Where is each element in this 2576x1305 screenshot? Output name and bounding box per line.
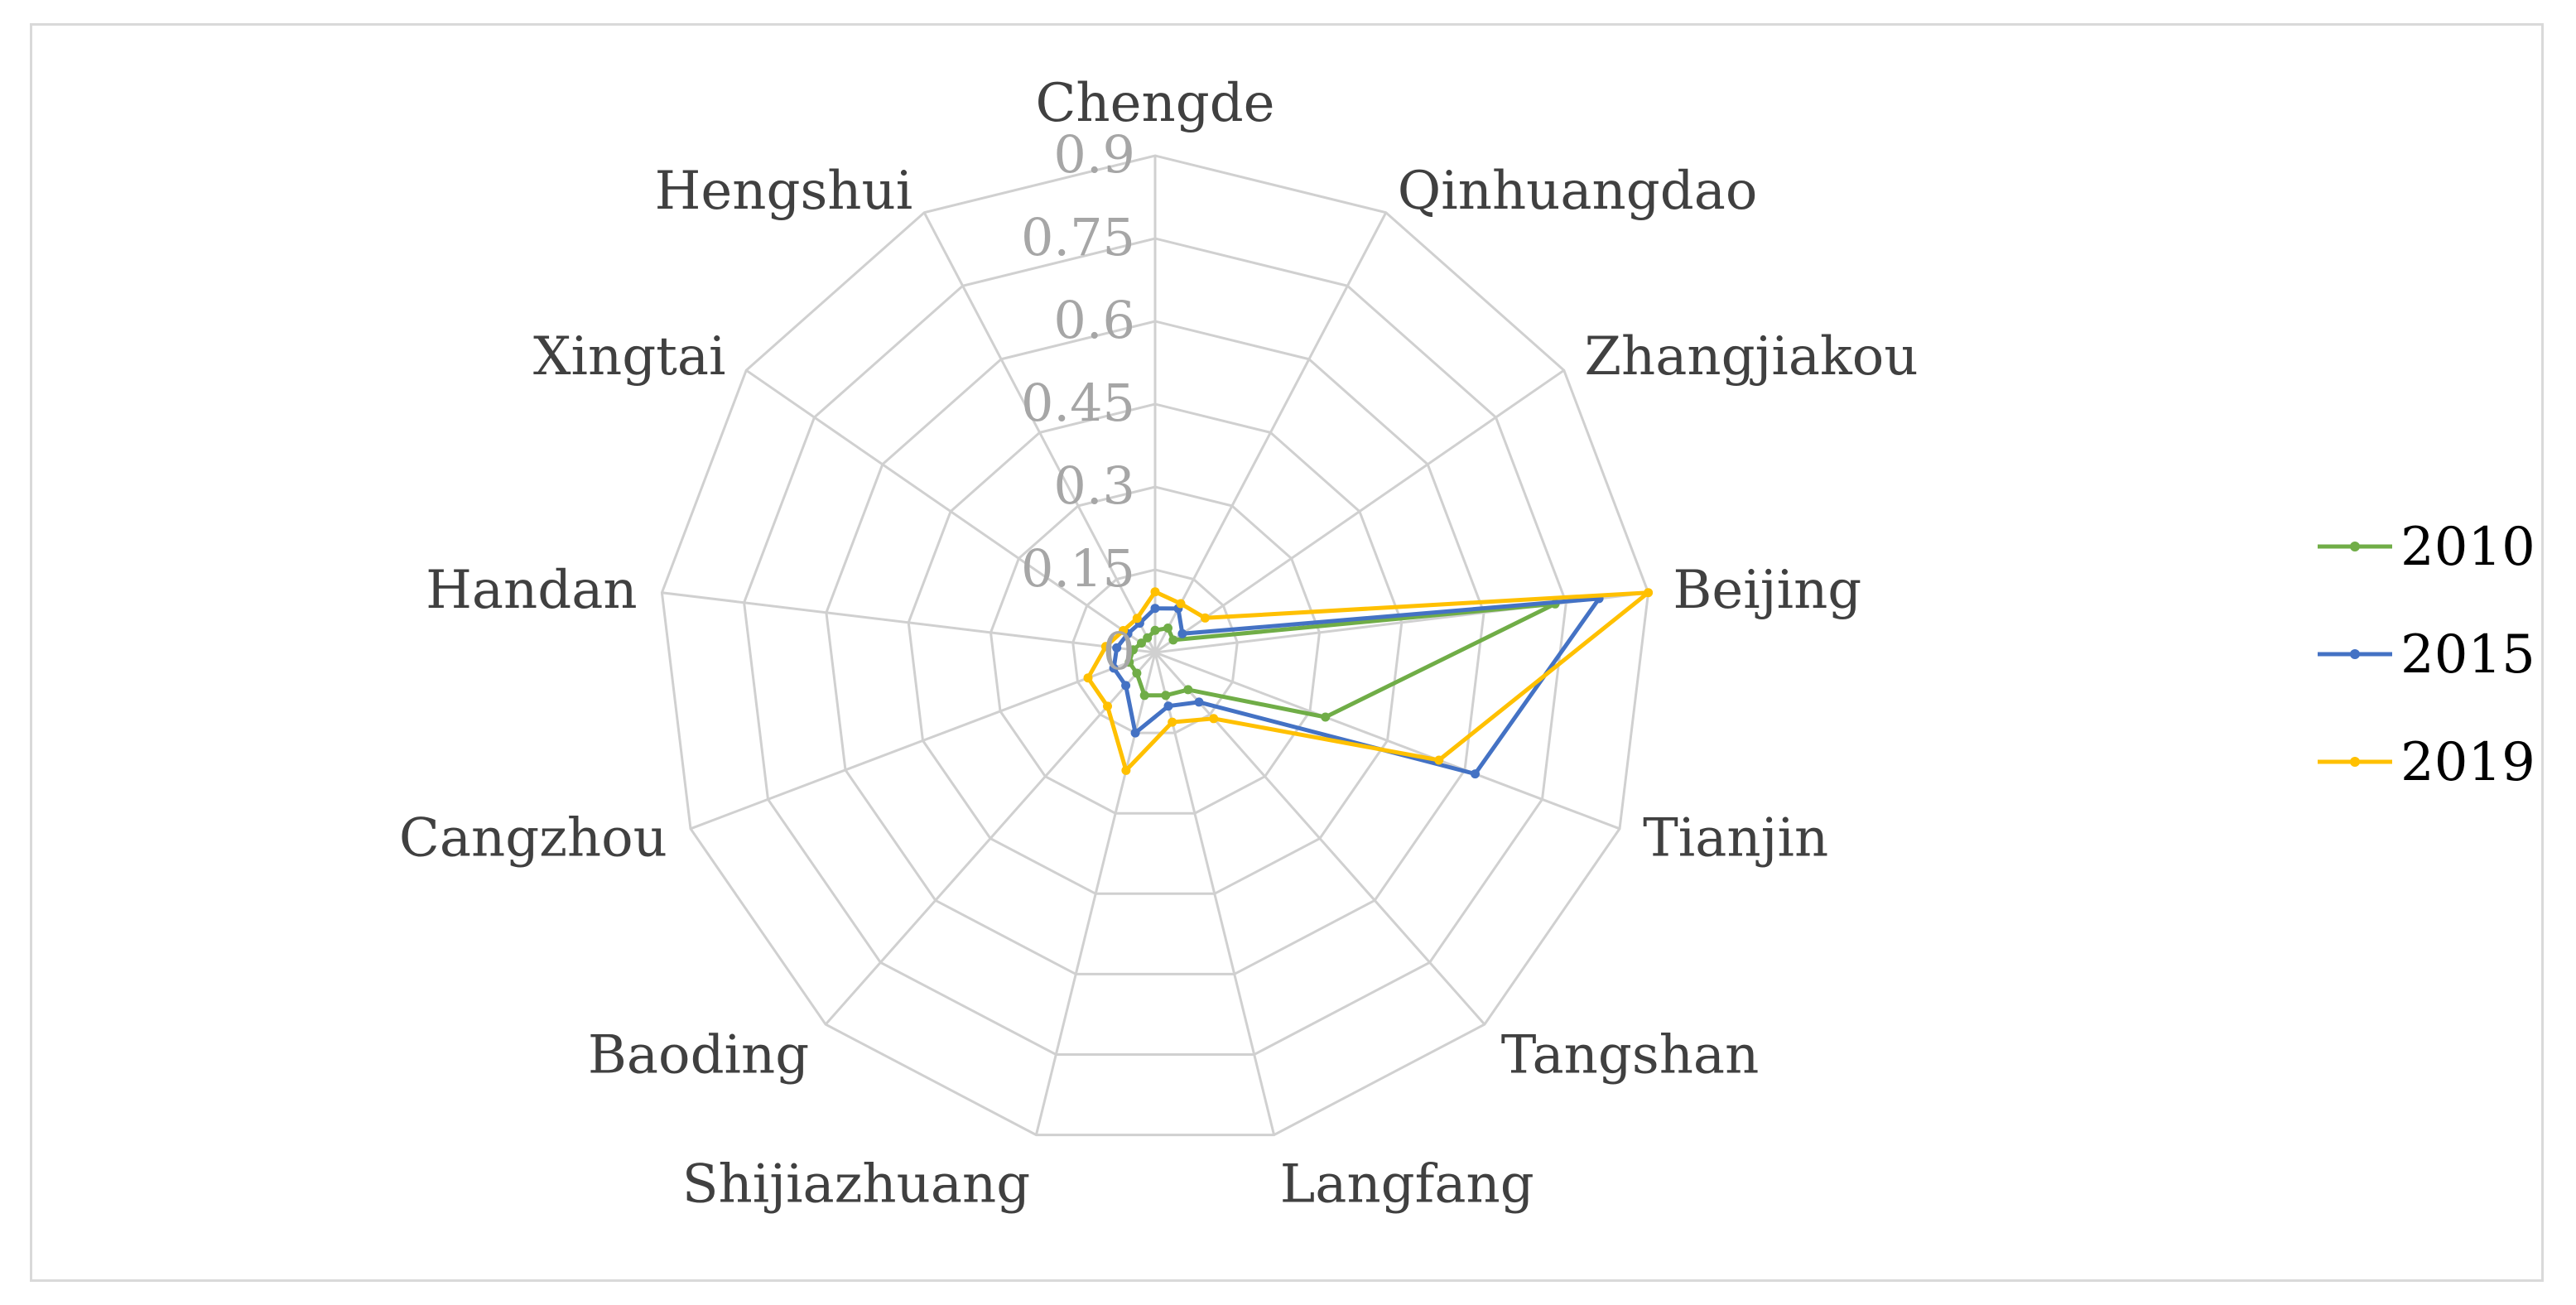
legend-label: 2015 (2400, 624, 2535, 686)
spoke-tianjin (1154, 651, 1620, 831)
legend-swatch-marker (2350, 542, 2360, 551)
data-point-2010-xingtai (1137, 638, 1146, 648)
radar-grid (660, 154, 1650, 1137)
tick-label: 0 (1103, 621, 1135, 681)
spoke-cangzhou (690, 651, 1156, 831)
category-label-chengde: Chengde (1035, 73, 1274, 134)
data-point-2019-handan (1100, 642, 1110, 652)
spoke-qinhuangdao (1153, 212, 1388, 653)
data-point-2010-qinhuangdao (1163, 624, 1172, 633)
data-point-2015-chengde (1150, 604, 1160, 614)
data-point-2015-tangshan (1194, 697, 1204, 707)
spoke-handan (662, 591, 1156, 654)
data-point-2019-cangzhou (1083, 673, 1093, 683)
data-point-2015-shijiazhuang (1130, 728, 1140, 738)
data-point-2010-langfang (1161, 691, 1171, 701)
category-label-hengshui: Hengshui (655, 161, 913, 222)
data-point-2019-tangshan (1209, 714, 1219, 724)
category-label-tangshan: Tangshan (1501, 1025, 1760, 1086)
data-point-2015-zhangjiakou (1177, 628, 1187, 638)
category-label-langfang: Langfang (1280, 1154, 1534, 1216)
series-2010 (1124, 599, 1560, 722)
data-point-2015-tianjin (1471, 769, 1480, 779)
spoke-langfang (1153, 652, 1276, 1135)
spoke-baoding (824, 652, 1157, 1026)
data-point-2010-shijiazhuang (1139, 691, 1149, 701)
data-point-2010-tianjin (1321, 712, 1331, 722)
radial-axis-ticks: 0 0.15 0.3 0.45 0.6 0.75 0.9 (1021, 124, 1135, 681)
grid-ring-4 (825, 320, 1485, 975)
data-point-2019-zhangjiakou (1200, 613, 1210, 623)
data-point-2019-xingtai (1119, 626, 1129, 635)
legend-item-2019: 2019 (2318, 732, 2535, 793)
spoke-zhangjiakou (1154, 368, 1565, 654)
spoke-hengshui (922, 212, 1157, 653)
grid-ring-6 (660, 154, 1650, 1137)
category-label-qinhuangdao: Qinhuangdao (1398, 161, 1758, 222)
tick-label: 0.3 (1053, 455, 1135, 516)
data-point-2010-tangshan (1183, 685, 1193, 695)
tick-label: 0.6 (1053, 290, 1135, 350)
data-point-2019-shijiazhuang (1121, 765, 1131, 775)
category-label-handan: Handan (426, 560, 638, 621)
data-point-2015-baoding (1121, 681, 1131, 691)
category-label-tianjin: Tianjin (1643, 807, 1828, 869)
legend-label: 2010 (2400, 517, 2535, 578)
legend-swatch-marker (2350, 649, 2360, 659)
data-point-2010-zhangjiakou (1168, 635, 1178, 645)
data-point-2019-tianjin (1434, 755, 1444, 765)
data-point-2010-chengde (1150, 625, 1160, 635)
tick-label: 0.15 (1021, 538, 1135, 599)
tick-label: 0.45 (1021, 373, 1135, 433)
data-point-2019-chengde (1150, 587, 1160, 597)
legend-item-2010: 2010 (2318, 517, 2535, 578)
radar-series (1083, 587, 1654, 779)
series-2019 (1083, 587, 1654, 775)
data-point-2019-baoding (1103, 701, 1112, 711)
category-label-zhangjiakou: Zhangjiakou (1585, 326, 1919, 388)
data-point-2019-hengshui (1132, 614, 1142, 624)
category-label-shijiazhuang: Shijiazhuang (682, 1154, 1031, 1216)
data-point-2019-beijing (1644, 588, 1654, 598)
data-point-2015-handan (1112, 643, 1122, 652)
data-point-2019-qinhuangdao (1176, 599, 1186, 609)
tick-label: 0.9 (1053, 124, 1135, 185)
legend-label: 2019 (2400, 732, 2535, 793)
spoke-tangshan (1153, 652, 1486, 1026)
data-point-2019-langfang (1168, 717, 1177, 727)
data-point-2010-baoding (1132, 668, 1142, 678)
radar-chart: 0 0.15 0.3 0.45 0.6 0.75 0.9 Chengde Qinhuangda… (399, 73, 2535, 1216)
data-point-2015-cangzhou (1109, 663, 1119, 673)
category-labels: Chengde Qinhuangdao Zhangjiakou Beijing Tian… (399, 73, 1919, 1216)
data-point-2010-hengshui (1143, 633, 1153, 643)
legend-swatch-marker (2350, 757, 2360, 767)
data-point-2010-handan (1129, 645, 1138, 655)
grid-ring-2 (989, 485, 1322, 815)
legend-item-2015: 2015 (2318, 624, 2535, 686)
spoke-xingtai (745, 368, 1156, 654)
tick-label: 0.75 (1021, 207, 1135, 267)
grid-ring-5 (743, 237, 1567, 1056)
grid-ring-1 (1071, 568, 1239, 734)
legend: 2010 2015 2019 (2318, 517, 2535, 793)
data-point-2015-langfang (1163, 701, 1173, 711)
category-label-baoding: Baoding (588, 1025, 809, 1086)
category-label-xingtai: Xingtai (533, 326, 726, 388)
category-label-beijing: Beijing (1673, 560, 1861, 621)
category-label-cangzhou: Cangzhou (399, 807, 667, 869)
grid-ring-3 (907, 402, 1404, 895)
data-point-2010-cangzhou (1124, 657, 1134, 667)
chart-frame: 0 0.15 0.3 0.45 0.6 0.75 0.9 Chengde Qinhuangda… (30, 23, 2544, 1282)
series-2015 (1109, 594, 1604, 779)
